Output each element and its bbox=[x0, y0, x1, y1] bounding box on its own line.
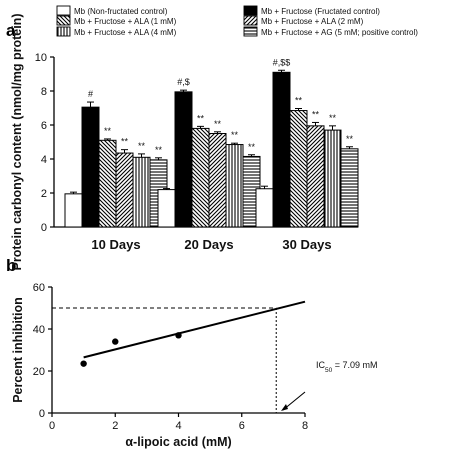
legend-label: Mb + Fructose + ALA (1 mM) bbox=[74, 17, 177, 26]
panel-b-ytick-label: 0 bbox=[39, 408, 45, 420]
bar bbox=[255, 188, 274, 228]
bar bbox=[157, 189, 176, 228]
panel-b-xtick-label: 8 bbox=[302, 420, 308, 432]
bar bbox=[98, 139, 117, 228]
significance-label: ** bbox=[197, 113, 205, 123]
legend-label: Mb + Fructose + ALA (2 mM) bbox=[261, 17, 364, 26]
significance-label: ** bbox=[214, 119, 222, 129]
panel-a-ylabel: Protein carbonyl content (nmol/mg protei… bbox=[10, 14, 24, 271]
panel-a-ytick-label: 2 bbox=[41, 188, 47, 200]
significance-label: ** bbox=[312, 109, 320, 119]
panel-b-ytick-label: 20 bbox=[33, 366, 45, 378]
panel-a-ytick-label: 10 bbox=[35, 52, 47, 64]
legend-label: Mb (Non-fructated control) bbox=[74, 7, 168, 16]
bar bbox=[64, 193, 83, 228]
significance-label: ** bbox=[231, 130, 239, 140]
panel-a-ytick-label: 0 bbox=[41, 222, 47, 234]
legend-swatch bbox=[243, 15, 258, 26]
legend-swatch bbox=[56, 26, 71, 37]
legend: Mb (Non-fructated control) Mb + Fructose … bbox=[56, 5, 418, 37]
bar bbox=[81, 106, 100, 228]
panel-a-ytick-label: 6 bbox=[41, 120, 47, 132]
significance-label: # bbox=[88, 89, 93, 99]
bar bbox=[191, 127, 210, 228]
significance-label: #,$ bbox=[177, 77, 190, 87]
panel-b-ytick-label: 60 bbox=[33, 282, 45, 294]
significance-label: ** bbox=[121, 137, 129, 147]
bar bbox=[174, 91, 193, 228]
annotation-arrowhead bbox=[281, 404, 288, 411]
legend-label: Mb + Fructose + ALA (4 mM) bbox=[74, 28, 177, 37]
bar bbox=[115, 152, 134, 228]
panel-b-ytick-label: 40 bbox=[33, 324, 45, 336]
legend-label: Mb + Fructose (Fructated control) bbox=[261, 7, 380, 16]
bar bbox=[272, 71, 291, 228]
panel-a-ytick-label: 8 bbox=[41, 86, 47, 98]
panel-a-bars: # ** ** ** ** 10 Days #,$ ** ** ** ** 20 Days #,$$ **… bbox=[64, 57, 359, 252]
panel-b-xtick-label: 6 bbox=[239, 420, 245, 432]
legend-swatch bbox=[56, 5, 71, 16]
legend-swatch bbox=[243, 26, 258, 37]
significance-label: ** bbox=[295, 96, 303, 106]
significance-label: ** bbox=[138, 141, 146, 151]
panel-b-axes: 0 20 40 60 0 2 4 6 8 bbox=[33, 282, 308, 432]
panel-b-ylabel: Percent inhibition bbox=[11, 297, 25, 403]
significance-label: ** bbox=[155, 145, 163, 155]
significance-label: #,$$ bbox=[273, 57, 291, 67]
significance-label: ** bbox=[346, 134, 354, 144]
bar bbox=[225, 144, 244, 228]
data-point bbox=[80, 360, 87, 367]
bar bbox=[132, 156, 151, 228]
panel-b-xtick-label: 2 bbox=[112, 420, 118, 432]
bar bbox=[289, 110, 308, 228]
category-label: 20 Days bbox=[184, 237, 233, 252]
panel-b-letter: b bbox=[6, 256, 16, 275]
bar bbox=[323, 129, 342, 228]
category-label: 30 Days bbox=[282, 237, 331, 252]
significance-label: ** bbox=[104, 126, 112, 136]
data-point bbox=[112, 338, 119, 345]
bar bbox=[340, 148, 359, 228]
data-point bbox=[175, 332, 182, 339]
legend-swatch bbox=[56, 15, 71, 26]
bar bbox=[208, 133, 227, 228]
significance-label: ** bbox=[248, 142, 256, 152]
ic50-annotation: IC50 = 7.09 mM bbox=[316, 360, 378, 374]
legend-label: Mb + Fructose + AG (5 mM; positive contr… bbox=[261, 28, 418, 37]
panel-b-plot: IC50 = 7.09 mM bbox=[52, 300, 378, 413]
panel-a-letter: a bbox=[6, 21, 16, 40]
bar bbox=[306, 125, 325, 228]
panel-b-xlabel: α-lipoic acid (mM) bbox=[125, 435, 231, 449]
panel-b-xtick-label: 4 bbox=[175, 420, 181, 432]
panel-a-ytick-label: 4 bbox=[41, 154, 47, 166]
significance-label: ** bbox=[329, 113, 337, 123]
category-label: 10 Days bbox=[91, 237, 140, 252]
legend-swatch bbox=[243, 5, 258, 16]
fit-line bbox=[83, 300, 306, 359]
panel-b-xtick-label: 0 bbox=[49, 420, 55, 432]
